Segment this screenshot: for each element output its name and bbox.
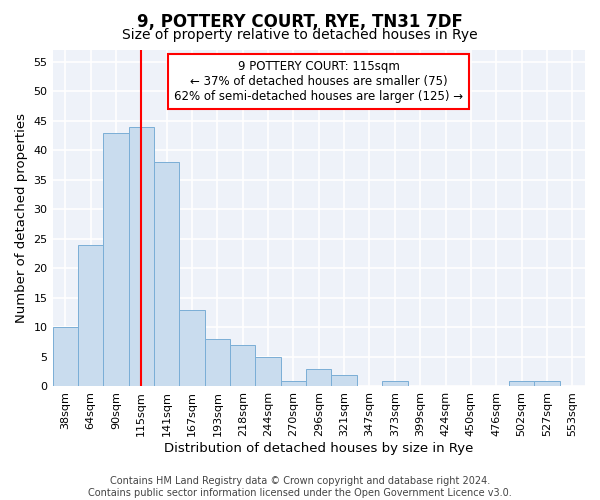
Bar [534,380,560,386]
Text: 9 POTTERY COURT: 115sqm
← 37% of detached houses are smaller (75)
62% of semi-de: 9 POTTERY COURT: 115sqm ← 37% of detache… [174,60,463,103]
Bar [78,245,103,386]
Bar [128,126,154,386]
Bar [205,339,230,386]
Bar [331,374,357,386]
Bar [256,357,281,386]
Bar [179,310,205,386]
Bar [103,132,128,386]
X-axis label: Distribution of detached houses by size in Rye: Distribution of detached houses by size … [164,442,473,455]
Text: Contains HM Land Registry data © Crown copyright and database right 2024.
Contai: Contains HM Land Registry data © Crown c… [88,476,512,498]
Bar [281,380,306,386]
Y-axis label: Number of detached properties: Number of detached properties [15,113,28,323]
Text: Size of property relative to detached houses in Rye: Size of property relative to detached ho… [122,28,478,42]
Text: 9, POTTERY COURT, RYE, TN31 7DF: 9, POTTERY COURT, RYE, TN31 7DF [137,12,463,30]
Bar [306,369,331,386]
Bar [382,380,407,386]
Bar [53,328,78,386]
Bar [509,380,534,386]
Bar [230,345,256,387]
Bar [154,162,179,386]
